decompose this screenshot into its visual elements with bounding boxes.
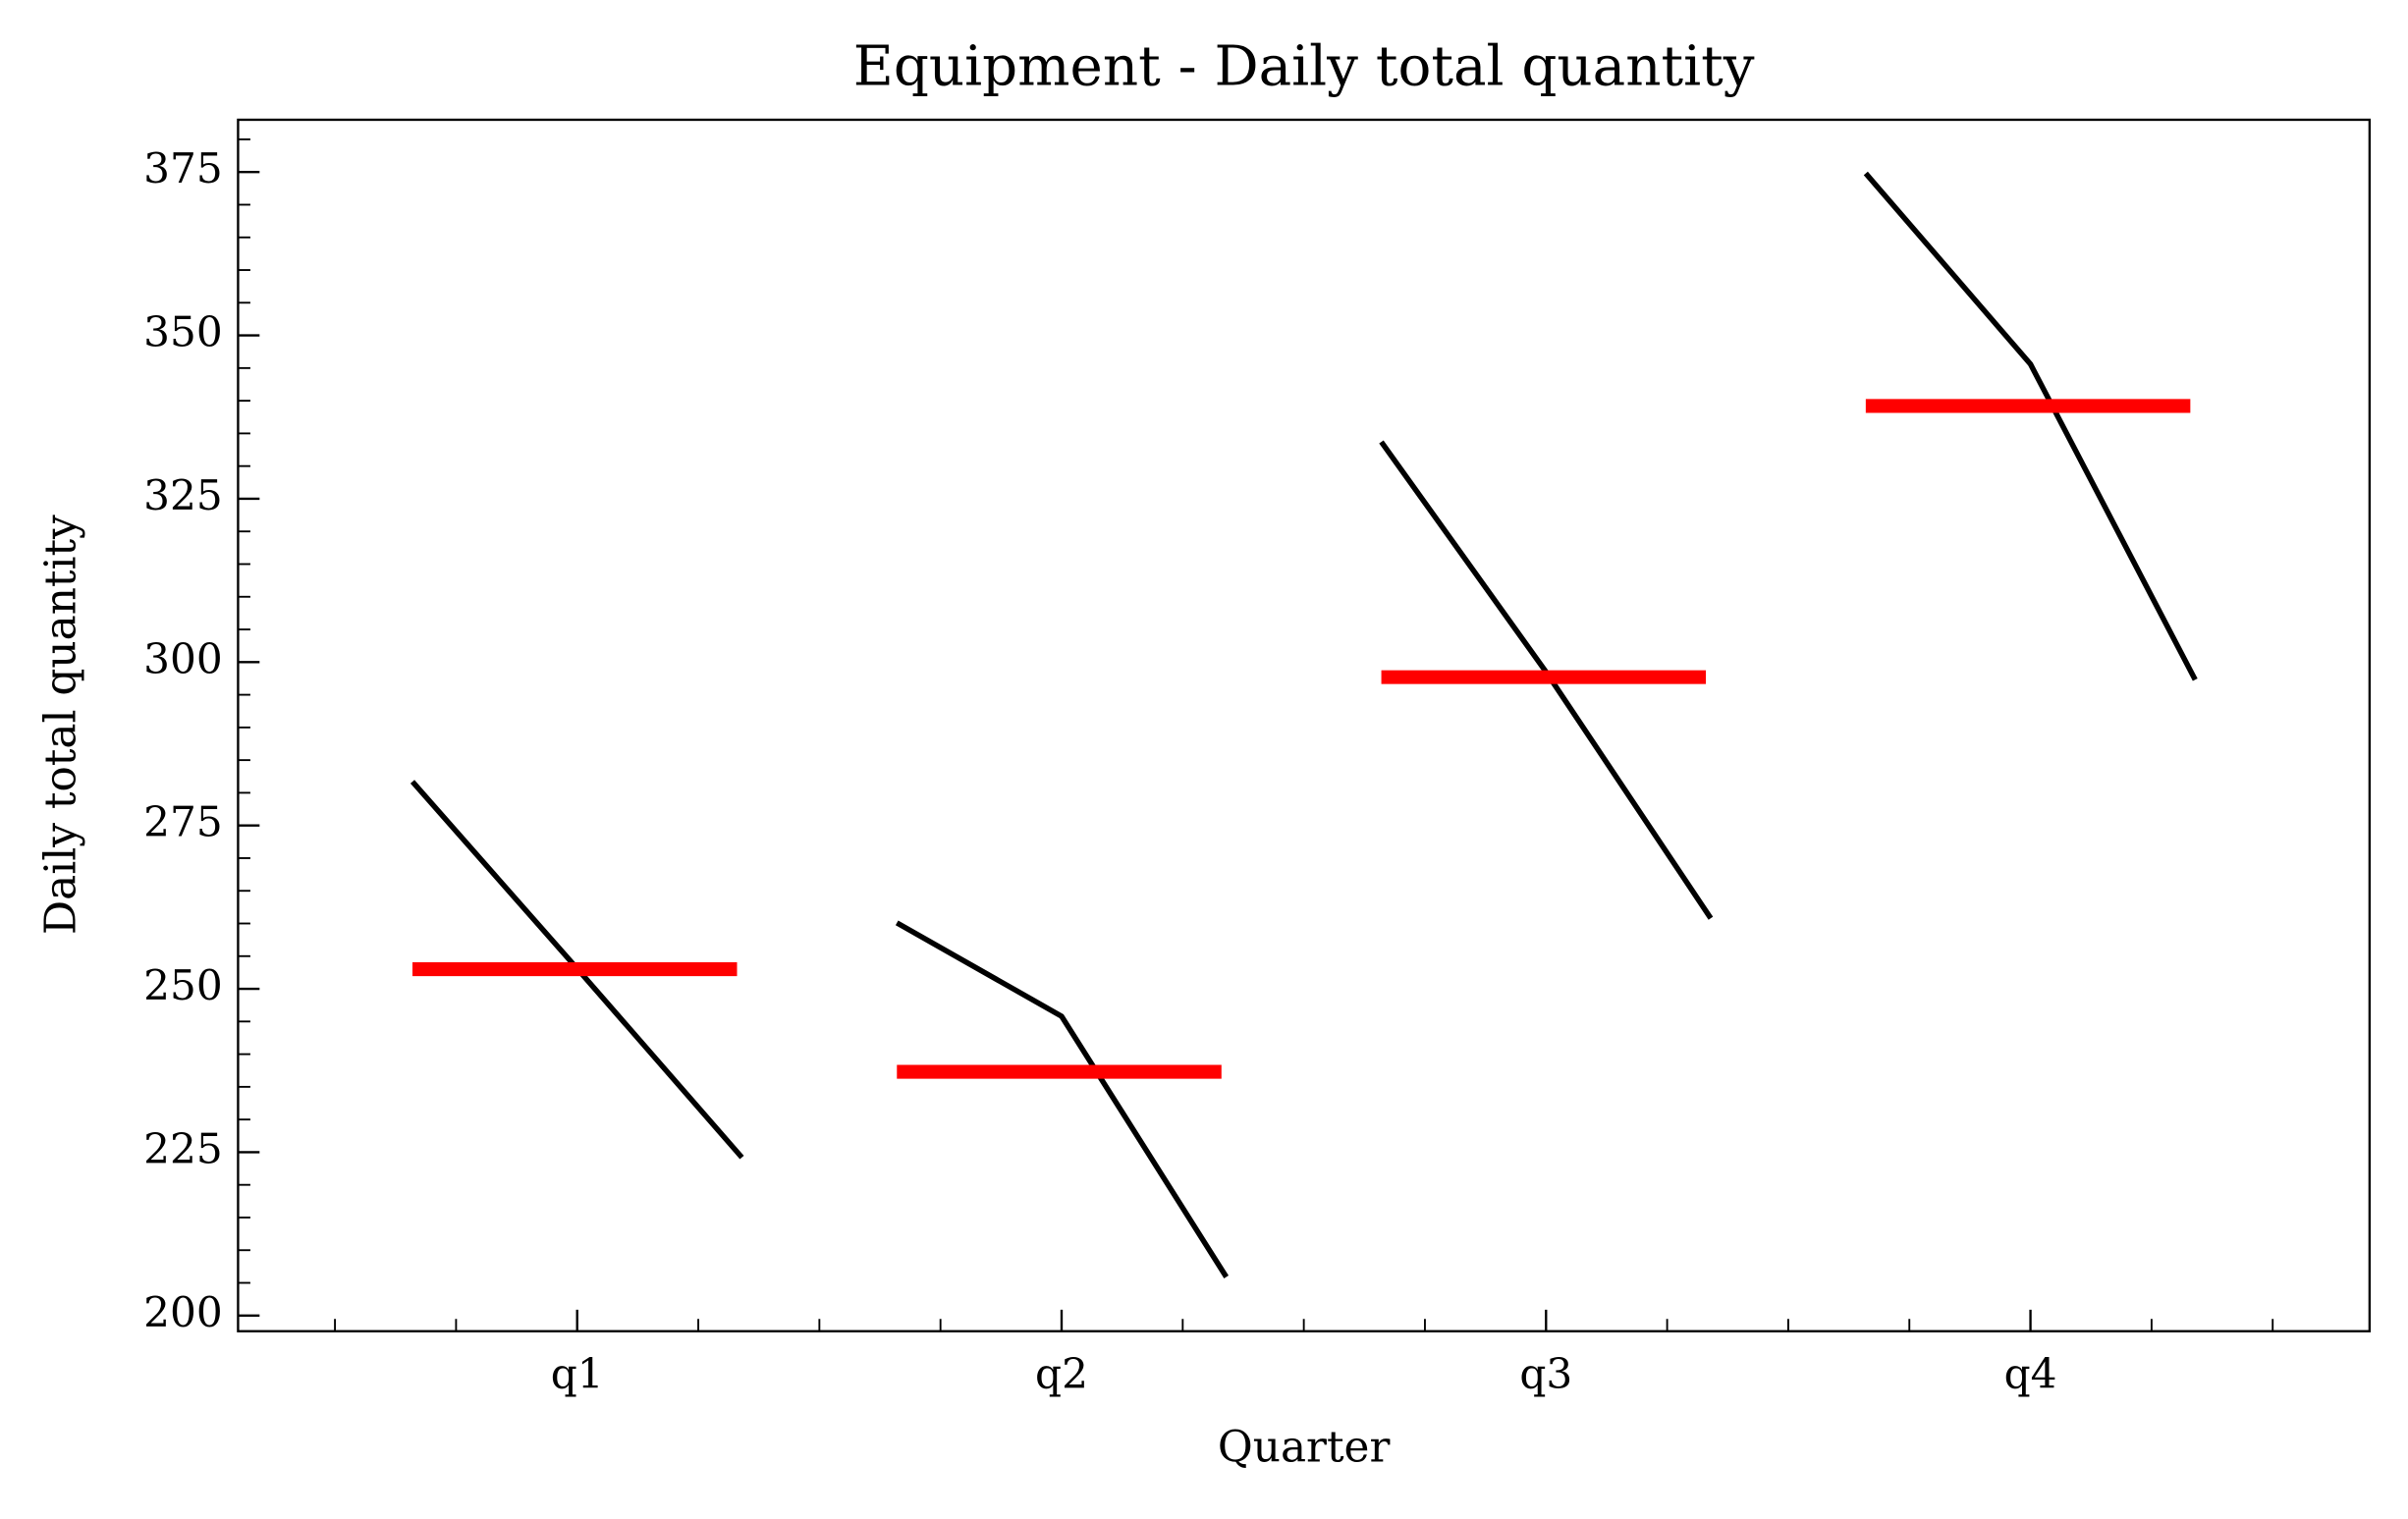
x-tick-label: q3 [1519, 1350, 1572, 1398]
subseries-line [895, 920, 1230, 1278]
y-tick-label: 225 [143, 1124, 223, 1172]
plot-frame [237, 118, 2372, 1332]
y-tick-label: 250 [143, 961, 223, 1009]
subseries-line [1863, 171, 2198, 681]
x-tick-label: q1 [551, 1350, 604, 1398]
x-axis-label: Quarter [1218, 1423, 1391, 1473]
y-tick-label: 325 [143, 471, 223, 519]
y-tick-label: 375 [143, 144, 223, 192]
y-axis-label: Daily total quantity [36, 515, 86, 935]
x-tick-label: q2 [1035, 1350, 1088, 1398]
y-tick-label: 275 [143, 798, 223, 846]
chart-title: Equipment - Daily total quantity [853, 34, 1755, 98]
y-tick-label: 300 [143, 634, 223, 682]
y-tick-label: 350 [143, 308, 223, 356]
x-tick-label: q4 [2004, 1350, 2057, 1398]
y-tick-label: 200 [143, 1288, 223, 1336]
